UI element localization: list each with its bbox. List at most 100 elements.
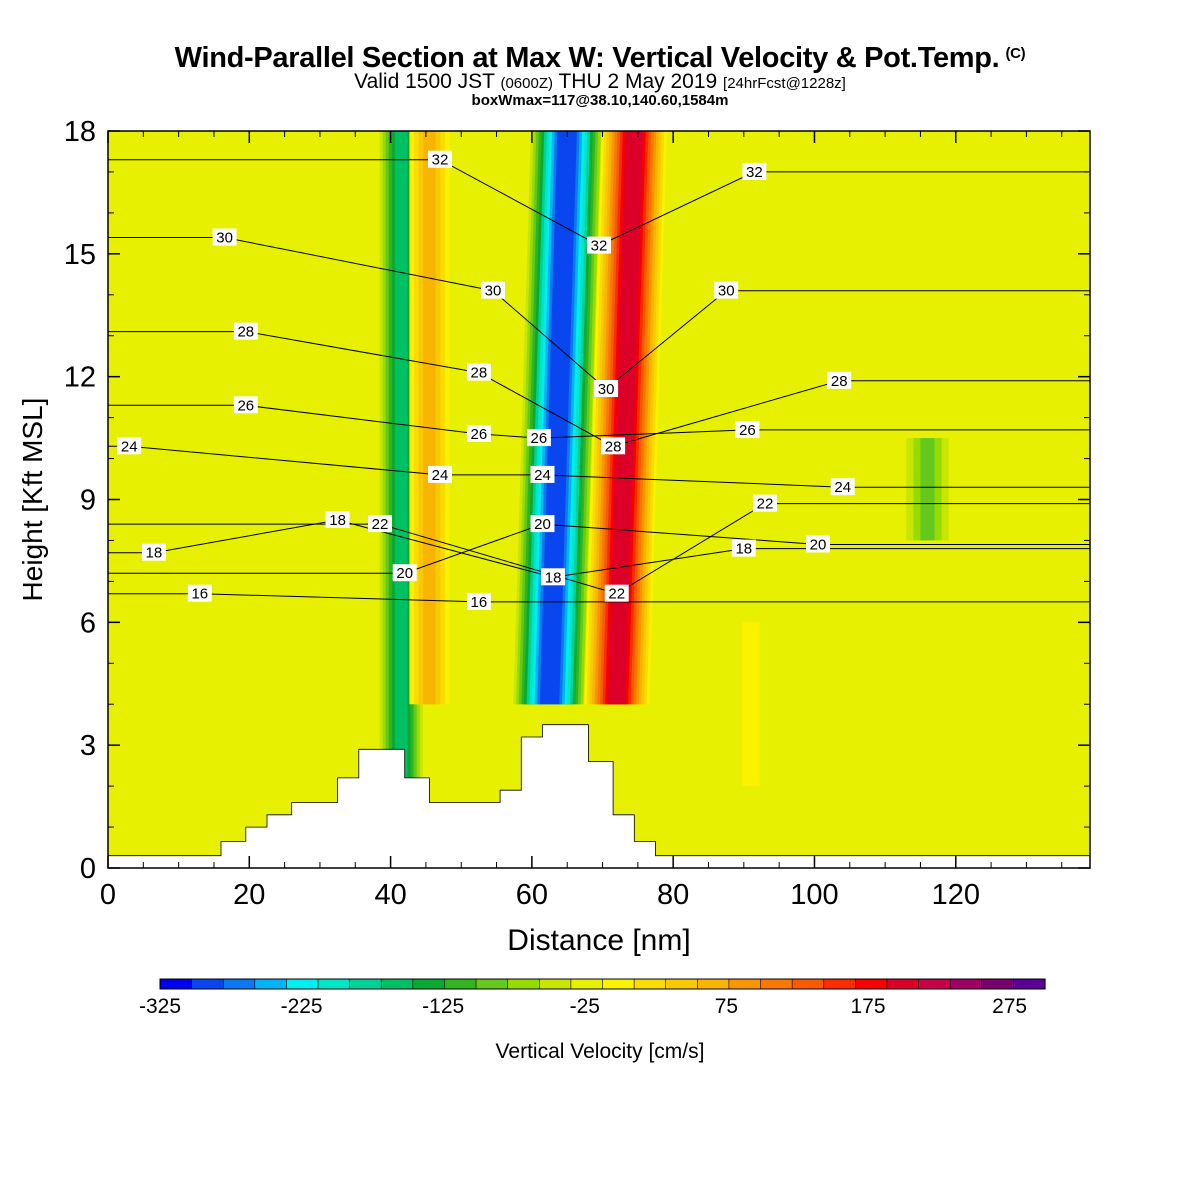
x-tick-label: 60	[516, 879, 548, 911]
colorbar-swatch	[191, 979, 224, 989]
contour-label-text: 24	[432, 467, 449, 484]
contour-label: 24	[530, 465, 555, 484]
contour-label-box	[466, 592, 491, 610]
axes: 0 20 40 60 80 100 120 0 3 6 9 12 15 18 Distance [nm] He…	[17, 116, 1091, 957]
contour-label: 20	[392, 564, 417, 582]
theta-contour-28	[108, 331, 1090, 447]
contour-label-text: 30	[216, 230, 233, 247]
contour-label-box	[233, 396, 258, 414]
colorbar-swatch	[507, 979, 540, 989]
contour-label: 20	[530, 515, 555, 533]
contour-label: 22	[604, 584, 629, 603]
colorbar-swatch	[823, 979, 856, 989]
contour-label-box	[806, 535, 830, 553]
velocity-shell	[920, 438, 935, 541]
contour-label-text: 20	[396, 565, 413, 582]
contour-label: 24	[428, 465, 452, 484]
colorbar-swatch	[602, 979, 635, 989]
colorbar-swatch	[760, 979, 793, 989]
x-tick-label: 0	[100, 879, 116, 911]
contour-label: 28	[233, 322, 258, 341]
contour-label-box	[526, 429, 551, 447]
contour-label: 30	[212, 228, 237, 247]
colorbar-swatch	[918, 979, 951, 989]
colorbar-swatch	[981, 979, 1014, 989]
contour-label-box	[428, 150, 452, 168]
contour-label-text: 18	[735, 541, 752, 558]
contour-label-box	[530, 465, 555, 483]
colorbar-tick-label: -25	[570, 995, 600, 1018]
colorbar-label: Vertical Velocity [cm/s]	[496, 1040, 705, 1063]
y-tick-label: 15	[64, 239, 96, 271]
contour-label: 26	[735, 420, 760, 439]
colorbar-swatch	[381, 979, 414, 989]
contour-label: 26	[526, 429, 551, 447]
contour-label: 22	[368, 515, 392, 533]
x-tick-label: 20	[233, 879, 265, 911]
contour-label: 26	[233, 396, 258, 414]
contour-label-text: 32	[746, 164, 763, 181]
y-tick-label: 3	[80, 730, 96, 762]
contour-label: 28	[601, 437, 626, 455]
velocity-field	[108, 131, 1090, 868]
valid-date: THU 2 May 2019	[558, 70, 718, 93]
contour-label: 16	[466, 592, 491, 611]
contour-label-text: 18	[329, 512, 346, 529]
contour-label-box	[735, 420, 760, 438]
x-axis-label: Distance [nm]	[507, 924, 690, 957]
contour-label: 32	[742, 162, 767, 181]
contour-label-text: 32	[432, 152, 449, 169]
contour-label-text: 22	[757, 496, 774, 513]
velocity-feature	[584, 131, 667, 705]
terrain-profile	[107, 724, 1091, 869]
colorbar-tick-label: 275	[992, 995, 1027, 1018]
contour-label-text: 30	[598, 381, 615, 398]
contour-labels: 16 16 18 18 18 18 20 20 20 22 22 22 24 24 24 24 26 26 26 26…	[117, 150, 855, 611]
contour-label-box	[141, 543, 166, 561]
contour-label-box	[428, 465, 452, 483]
contour-label: 16	[187, 584, 212, 603]
colorbar-swatch	[254, 979, 288, 989]
contour-label-text: 30	[718, 283, 735, 300]
contour-label-text: 26	[531, 430, 548, 447]
x-tick-label: 40	[374, 879, 406, 911]
colorbar-swatch	[570, 979, 604, 989]
contour-label: 22	[753, 494, 777, 513]
contour-label: 18	[541, 568, 566, 586]
velocity-feature	[409, 131, 450, 705]
contour-label: 24	[117, 437, 142, 455]
contour-label-box	[742, 162, 767, 180]
colorbar-swatch	[697, 979, 730, 989]
contour-label-text: 16	[191, 586, 208, 603]
contour-label-box	[594, 380, 619, 397]
colorbar-swatch	[728, 979, 762, 989]
velocity-shell	[607, 131, 644, 705]
x-tick-label: 120	[932, 879, 980, 911]
contour-label-box	[541, 568, 566, 586]
contour-label: 32	[587, 236, 611, 255]
colorbar: -325 -225 -125 -25 75 175 275 Vertical Velocity…	[139, 978, 1046, 1063]
contour-label: 28	[466, 363, 491, 382]
contour-label-box	[212, 228, 237, 246]
contour-label-text: 18	[545, 569, 562, 586]
contour-label-box	[466, 425, 491, 442]
contour-label-text: 28	[605, 438, 622, 455]
contour-label-box	[233, 322, 258, 340]
contour-label: 18	[141, 543, 166, 562]
contour-label-text: 22	[608, 586, 625, 603]
contour-label-box	[530, 515, 555, 533]
colorbar-swatch	[886, 979, 920, 989]
contour-label-box	[604, 584, 629, 602]
contour-label-text: 18	[146, 545, 163, 562]
contour-label-box	[731, 539, 756, 557]
contour-label-text: 24	[121, 438, 138, 455]
velocity-shell	[539, 131, 577, 705]
y-axis-label: Height [Kft MSL]	[17, 398, 48, 602]
forecast-info: [24hrFcst@1228z]	[723, 75, 846, 92]
colorbar-swatch	[223, 979, 256, 989]
contour-label-box	[392, 564, 417, 582]
y-tick-label: 9	[80, 485, 96, 517]
colorbar-swatch	[444, 979, 477, 989]
colorbar-swatch	[286, 979, 319, 989]
velocity-feature	[742, 622, 760, 787]
